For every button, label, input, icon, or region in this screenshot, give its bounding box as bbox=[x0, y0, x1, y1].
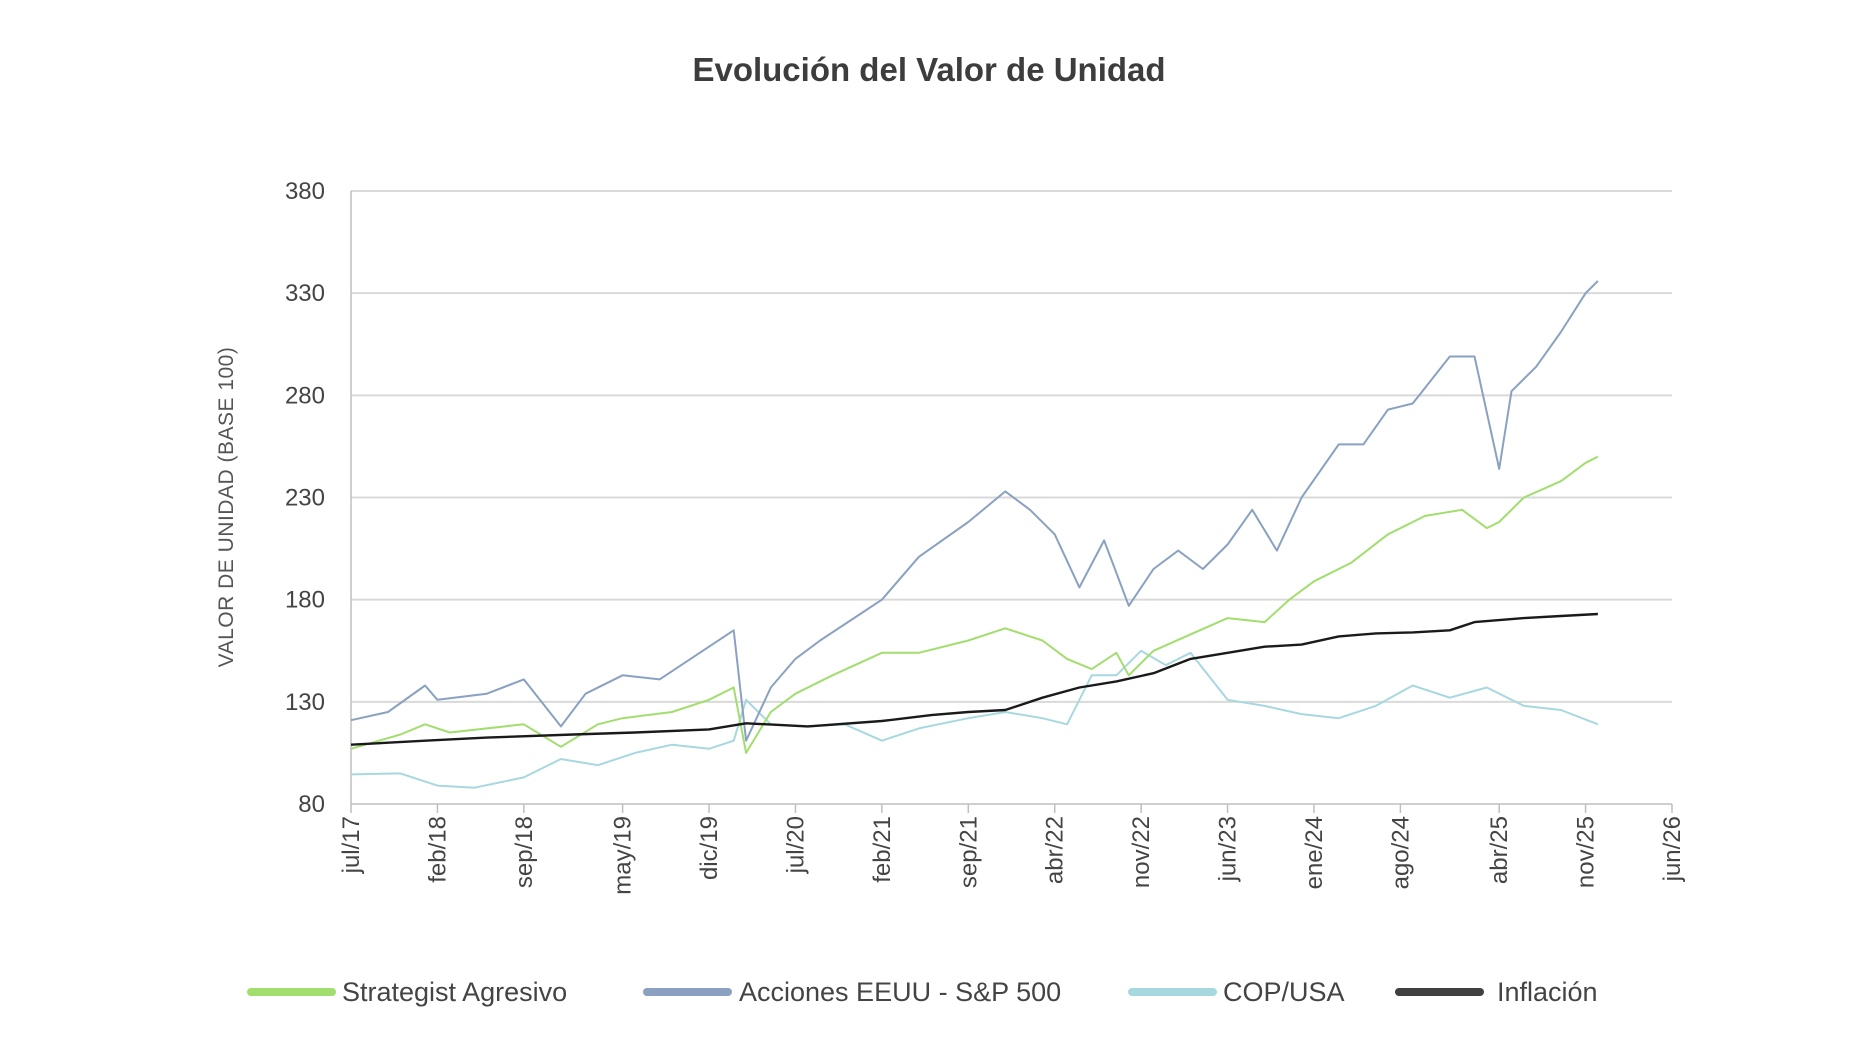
series-line-3 bbox=[350, 612, 1598, 746]
y-tick-label: 330 bbox=[285, 280, 325, 307]
x-tick-label: jun/23 bbox=[1215, 816, 1242, 882]
gridlines bbox=[350, 190, 1672, 805]
x-tick-label: abr/22 bbox=[1042, 816, 1069, 884]
y-tick-labels: 80 130 180 230 280 330 380 bbox=[285, 178, 325, 818]
y-tick-label: 230 bbox=[285, 485, 325, 512]
legend: Strategist Agresivo Acciones EEUU - S&P 5… bbox=[247, 977, 1598, 1007]
y-tick-label: 130 bbox=[285, 689, 325, 716]
x-tick-labels: jul/17 feb/18 sep/18 may/19 dic/19 jul/20 feb/… bbox=[338, 804, 1686, 895]
chart-title: Evolución del Valor de Unidad bbox=[692, 51, 1165, 88]
y-tick-label: 280 bbox=[285, 382, 325, 409]
series-line-0 bbox=[350, 455, 1599, 754]
y-tick-label: 180 bbox=[285, 587, 325, 614]
x-tick-label: feb/21 bbox=[869, 816, 896, 883]
y-tick-label: 380 bbox=[285, 178, 325, 205]
x-tick-label: ene/24 bbox=[1301, 816, 1328, 889]
x-tick-label: sep/18 bbox=[511, 816, 538, 888]
x-tick-label: jul/17 bbox=[338, 816, 365, 874]
legend-label: Strategist Agresivo bbox=[342, 977, 567, 1007]
legend-label: Inflación bbox=[1497, 977, 1598, 1007]
y-axis-label: VALOR DE UNIDAD (BASE 100) bbox=[215, 347, 238, 668]
x-tick-label: dic/19 bbox=[696, 816, 723, 880]
series-lines bbox=[350, 280, 1599, 789]
x-tick-label: sep/21 bbox=[955, 816, 982, 888]
x-tick-label: nov/22 bbox=[1128, 816, 1155, 888]
x-tick-label: nov/25 bbox=[1573, 816, 1600, 888]
legend-label: Acciones EEUU - S&P 500 bbox=[739, 977, 1061, 1007]
x-tick-label: abr/25 bbox=[1486, 816, 1513, 884]
x-tick-label: jun/26 bbox=[1659, 816, 1686, 882]
series-line-2 bbox=[350, 649, 1599, 789]
x-tick-label: jul/20 bbox=[782, 816, 809, 874]
y-tick-label: 80 bbox=[298, 791, 325, 818]
legend-label: COP/USA bbox=[1223, 977, 1345, 1007]
x-tick-label: feb/18 bbox=[424, 816, 451, 883]
x-tick-label: may/19 bbox=[610, 816, 637, 895]
series-line-1 bbox=[350, 280, 1599, 742]
x-tick-label: ago/24 bbox=[1387, 816, 1414, 889]
